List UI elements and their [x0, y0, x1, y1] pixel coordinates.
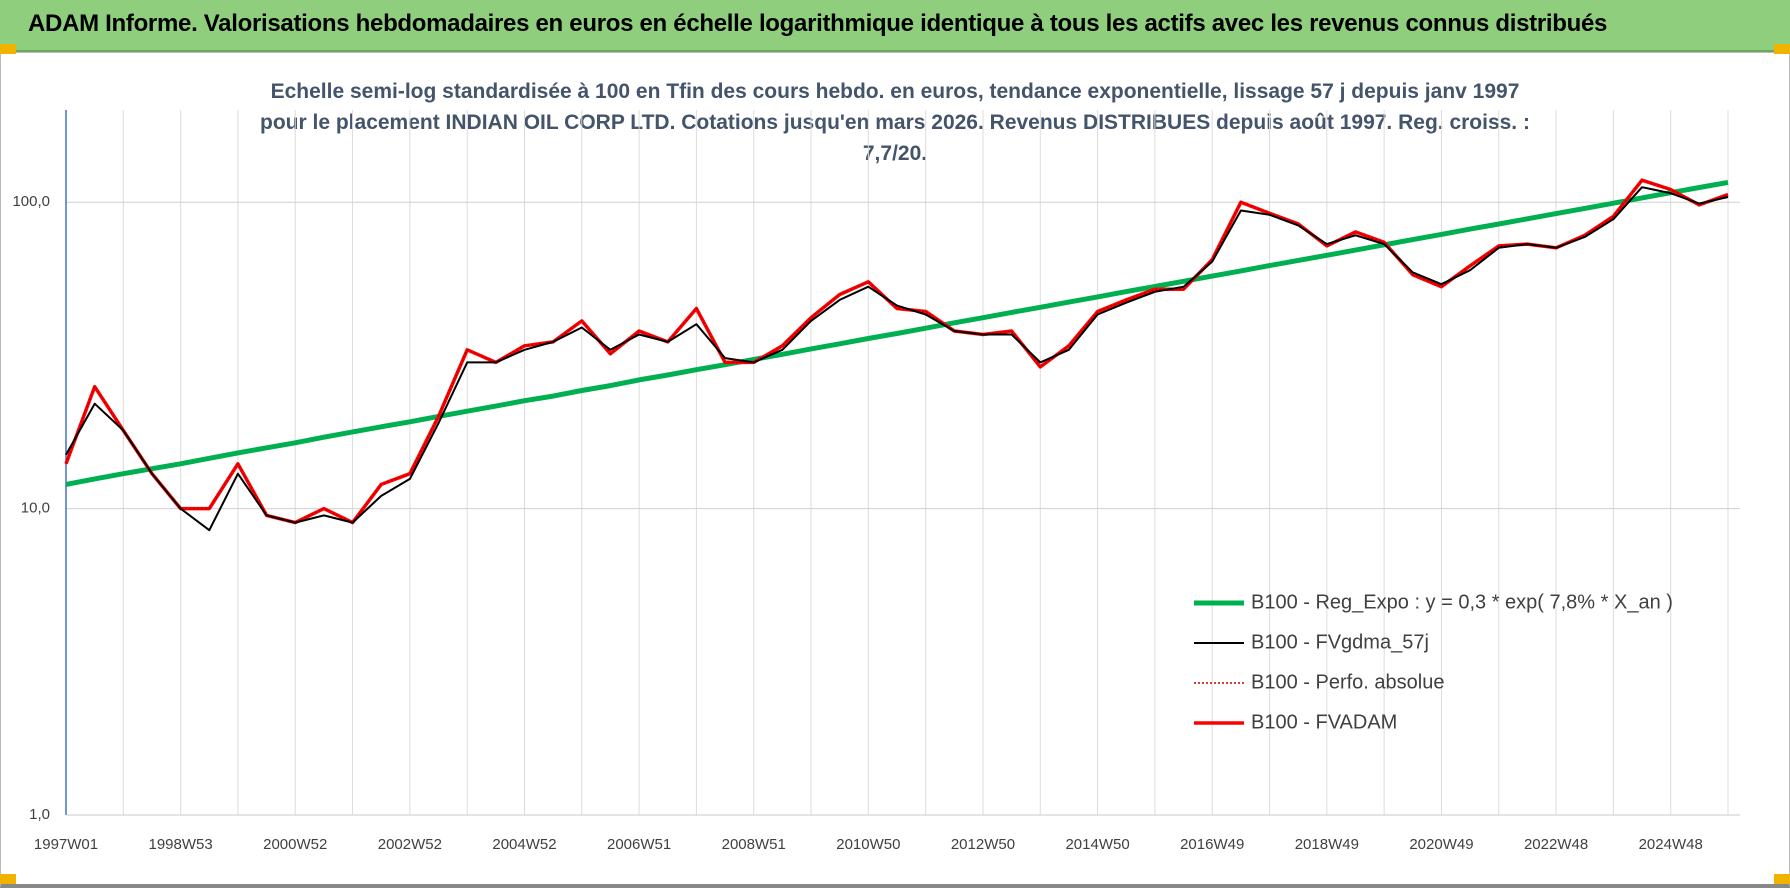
x-tick-label: 1998W53: [149, 836, 213, 853]
series-line: [65, 179, 1729, 487]
corner-mark: [0, 874, 16, 884]
x-tick-label: 2016W49: [1180, 836, 1244, 853]
corner-mark: [1774, 44, 1790, 54]
x-tick-label: 2018W49: [1295, 836, 1359, 853]
legend-label: B100 - FVADAM: [1251, 711, 1397, 733]
series-line: [65, 186, 1729, 532]
x-tick-label: 2006W51: [607, 836, 671, 853]
x-tick-label: 2008W51: [722, 836, 786, 853]
header-bar: ADAM Informe. Valorisations hebdomadaire…: [0, 0, 1790, 52]
x-tick-label: 2022W48: [1524, 836, 1588, 853]
x-tick-label: 2010W50: [836, 836, 900, 853]
x-tick-label: 2004W52: [492, 836, 556, 853]
x-tick-label: 2024W48: [1639, 836, 1703, 853]
y-tick-label: 100,0: [12, 193, 50, 210]
y-tick-label: 1,0: [29, 806, 50, 823]
x-tick-label: 2012W50: [951, 836, 1015, 853]
corner-mark: [0, 44, 16, 54]
x-tick-label: 2002W52: [378, 836, 442, 853]
series-line: [65, 179, 1729, 524]
y-tick-label: 10,0: [21, 500, 50, 517]
legend-label: B100 - Perfo. absolue: [1251, 671, 1444, 693]
x-tick-label: 2020W49: [1409, 836, 1473, 853]
header-title: ADAM Informe. Valorisations hebdomadaire…: [28, 10, 1608, 37]
x-tick-label: 2014W50: [1065, 836, 1129, 853]
corner-mark: [1774, 874, 1790, 884]
legend-label: B100 - Reg_Expo : y = 0,3 * exp( 7,8% * …: [1251, 591, 1673, 613]
series-line: [64, 178, 1729, 525]
x-tick-label: 2000W52: [263, 836, 327, 853]
legend-label: B100 - FVgdma_57j: [1251, 631, 1429, 653]
x-tick-label: 1997W01: [34, 836, 98, 853]
